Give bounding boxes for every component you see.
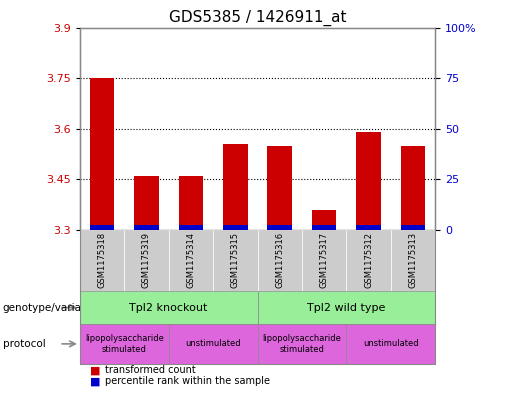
Text: Tpl2 wild type: Tpl2 wild type — [307, 303, 386, 312]
Bar — [134, 225, 159, 230]
Text: ■: ■ — [90, 376, 100, 386]
Bar — [312, 225, 336, 230]
Text: lipopolysaccharide
stimulated: lipopolysaccharide stimulated — [263, 334, 341, 354]
Text: GSM1175316: GSM1175316 — [275, 232, 284, 288]
Text: GSM1175313: GSM1175313 — [408, 232, 418, 288]
Bar — [267, 145, 292, 230]
Text: transformed count: transformed count — [105, 365, 195, 375]
Text: GSM1175314: GSM1175314 — [186, 232, 195, 288]
Text: genotype/variation: genotype/variation — [3, 303, 101, 312]
Text: GSM1175317: GSM1175317 — [320, 232, 329, 288]
Bar — [179, 176, 203, 230]
Bar — [312, 209, 336, 230]
Text: GSM1175315: GSM1175315 — [231, 232, 240, 288]
Bar — [90, 225, 114, 230]
Text: unstimulated: unstimulated — [363, 340, 419, 348]
Text: unstimulated: unstimulated — [185, 340, 241, 348]
Bar — [223, 144, 248, 230]
Bar — [223, 225, 248, 230]
Bar — [356, 132, 381, 230]
Bar — [401, 145, 425, 230]
Text: lipopolysaccharide
stimulated: lipopolysaccharide stimulated — [85, 334, 164, 354]
Text: Tpl2 knockout: Tpl2 knockout — [129, 303, 208, 312]
Bar — [90, 78, 114, 230]
Text: GSM1175312: GSM1175312 — [364, 232, 373, 288]
Bar — [356, 225, 381, 230]
Bar — [134, 176, 159, 230]
Bar — [179, 225, 203, 230]
Text: percentile rank within the sample: percentile rank within the sample — [105, 376, 269, 386]
Text: ■: ■ — [90, 365, 100, 375]
Bar — [267, 225, 292, 230]
Text: protocol: protocol — [3, 339, 45, 349]
Title: GDS5385 / 1426911_at: GDS5385 / 1426911_at — [169, 10, 346, 26]
Text: GSM1175318: GSM1175318 — [97, 232, 107, 288]
Bar — [401, 225, 425, 230]
Text: GSM1175319: GSM1175319 — [142, 232, 151, 288]
